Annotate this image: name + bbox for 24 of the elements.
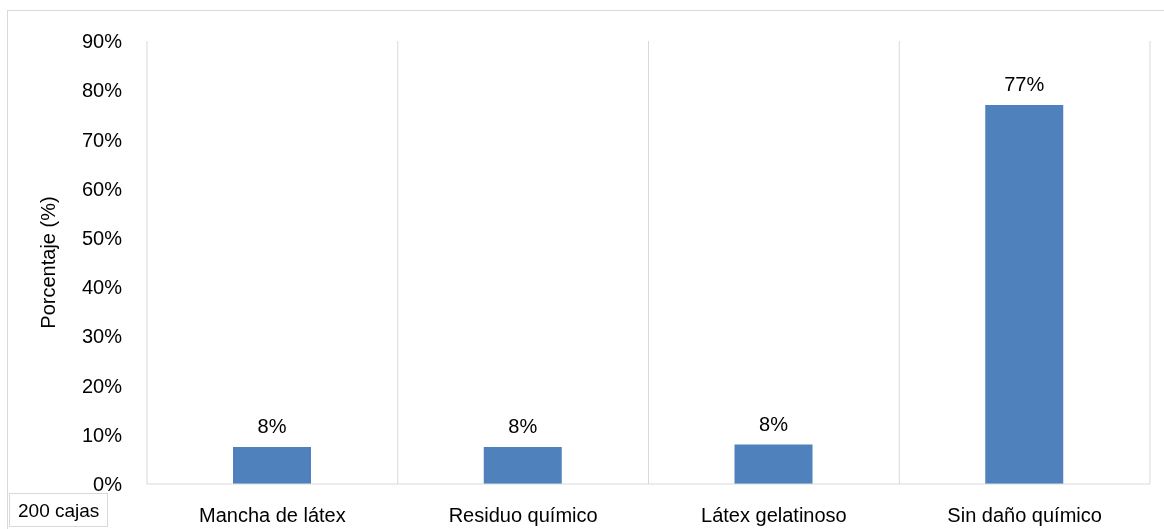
y-tick-label: 80% bbox=[81, 79, 123, 102]
bar bbox=[233, 447, 311, 484]
text: 200 cajas bbox=[18, 500, 100, 521]
y-tick-label: 40% bbox=[81, 276, 123, 299]
bar bbox=[483, 447, 562, 484]
y-tick-label: 60% bbox=[81, 177, 123, 200]
y-tick-label: 0% bbox=[93, 473, 123, 496]
x-tick-label: Sin daño químico bbox=[947, 504, 1102, 527]
data-label: 8% bbox=[759, 412, 789, 435]
y-tick-label: 90% bbox=[81, 30, 123, 53]
x-tick-label: Residuo químico bbox=[448, 504, 598, 527]
y-tick-label: 20% bbox=[81, 374, 123, 397]
bar bbox=[985, 104, 1064, 484]
y-tick-label: 70% bbox=[81, 128, 123, 151]
data-label: 77% bbox=[1004, 72, 1045, 95]
y-tick-label: 10% bbox=[81, 423, 123, 446]
x-tick-label: Mancha de látex bbox=[198, 504, 346, 527]
data-label: 8% bbox=[257, 415, 287, 438]
y-axis-title: Porcentaje (%) bbox=[37, 196, 59, 329]
y-tick-label: 30% bbox=[81, 325, 123, 348]
y-tick-label: 50% bbox=[81, 226, 123, 249]
data-label: 8% bbox=[508, 415, 538, 438]
x-tick-label: Látex gelatinoso bbox=[701, 504, 847, 527]
bar bbox=[734, 444, 813, 484]
